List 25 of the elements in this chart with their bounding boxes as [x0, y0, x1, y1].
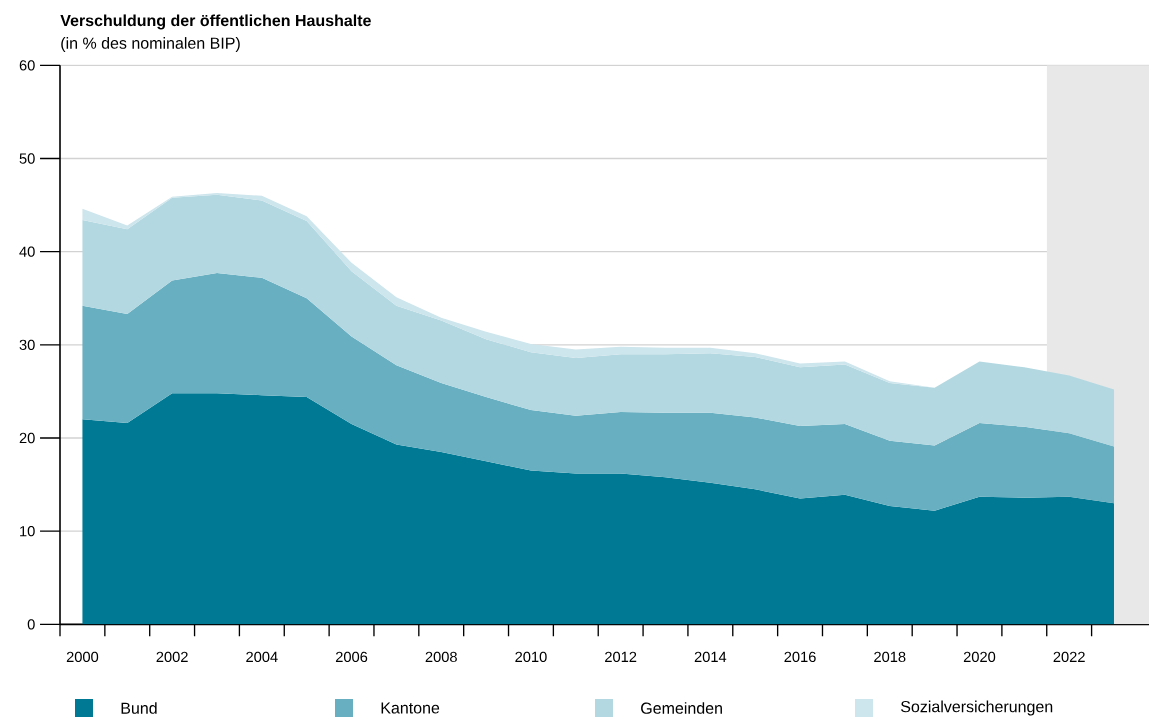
x-tick-label: 2008 [425, 651, 457, 663]
chart-subtitle: (in % des nominalen BIP) [61, 37, 240, 52]
legend-label: Sozialversicherungen [901, 700, 1053, 716]
x-tick-label: 2022 [1053, 651, 1085, 663]
y-tick-label: 30 [19, 339, 35, 351]
chart-title: Verschuldung der öffentlichen Haushalte [60, 14, 371, 30]
x-tick-label: 2006 [335, 651, 368, 663]
legend-label: Kantone [381, 702, 440, 714]
x-tick-label: 2002 [156, 651, 188, 663]
x-tick-label: 2020 [963, 651, 996, 663]
legend-label: Gemeinden [641, 702, 722, 714]
y-tick-label: 50 [19, 153, 35, 164]
x-tick-label: 2010 [515, 651, 547, 663]
y-tick-label: 40 [19, 246, 35, 257]
y-tick-label: 10 [20, 525, 35, 537]
y-tick-label: 60 [19, 60, 35, 71]
y-tick-label: 0 [27, 619, 35, 630]
legend-label: Bund [121, 702, 157, 714]
x-tick-label: 2000 [66, 651, 99, 663]
x-tick-label: 2012 [605, 651, 637, 663]
x-tick-label: 2014 [694, 651, 727, 663]
x-tick-label: 2004 [246, 651, 278, 663]
y-tick-label: 20 [19, 432, 35, 444]
x-tick-label: 2018 [874, 651, 906, 663]
x-tick-label: 2016 [784, 651, 816, 663]
